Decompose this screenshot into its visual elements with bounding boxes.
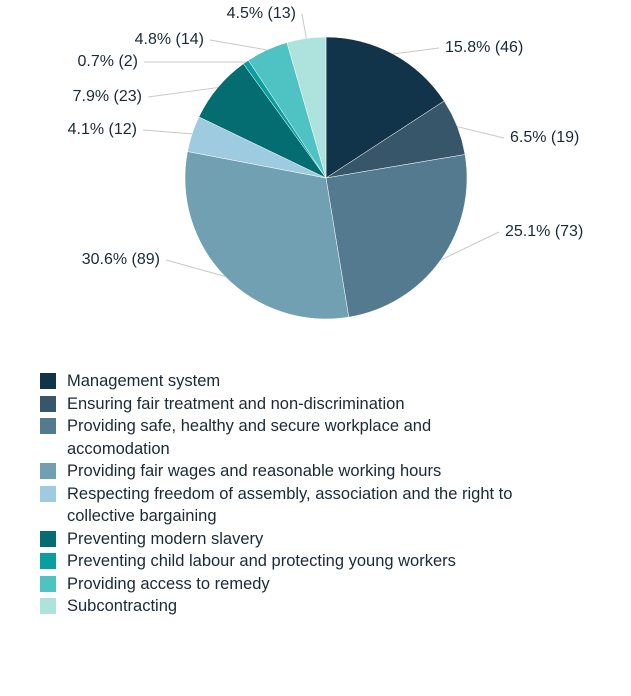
legend-swatch xyxy=(40,553,56,569)
legend: Management system Ensuring fair treatment… xyxy=(40,370,537,618)
chart: 15.8% (46) 6.5% (19) 25.1% (73) 30.6% (89) 4… xyxy=(68,5,583,320)
legend-swatch xyxy=(40,418,56,434)
legend-label: Management system xyxy=(67,372,221,390)
data-label: 7.9% (23) xyxy=(73,88,142,105)
legend-label: Providing safe, healthy and secure workp… xyxy=(67,417,432,458)
pie-slice xyxy=(325,154,468,318)
legend-label: Providing access to remedy xyxy=(67,574,270,593)
legend-swatch xyxy=(40,395,56,412)
leader-line xyxy=(142,129,193,135)
legend-label: Ensuring fair treatment and non-discrimi… xyxy=(67,394,405,413)
legend-label: Subcontracting xyxy=(67,597,178,615)
data-label: 4.8% (14) xyxy=(135,31,204,48)
legend-item: Providing access to remedy xyxy=(40,573,537,596)
legend-label: Providing fair wages and reasonable work… xyxy=(67,462,442,480)
leader-line xyxy=(301,13,307,39)
data-label: 25.1% (73) xyxy=(505,223,583,240)
legend-swatch xyxy=(40,575,56,592)
leader-line xyxy=(393,47,440,55)
pie-slice xyxy=(184,151,350,320)
legend-swatch xyxy=(40,485,56,502)
legend-swatch xyxy=(40,463,56,479)
legend-item: Providing safe, healthy and secure workp… xyxy=(40,415,537,460)
pie-slice xyxy=(325,36,445,179)
data-label: 0.7% (2) xyxy=(78,53,138,70)
legend-item: Preventing modern slavery xyxy=(40,528,537,551)
legend-item: Providing fair wages and reasonable work… xyxy=(40,460,537,483)
data-label: 4.1% (12) xyxy=(68,121,137,138)
legend-label: Preventing modern slavery xyxy=(67,529,264,548)
data-label: 15.8% (46) xyxy=(445,39,523,56)
legend-item: Ensuring fair treatment and non-discrimi… xyxy=(40,393,537,416)
legend-item: Preventing child labour and protecting y… xyxy=(40,550,537,573)
data-label: 30.6% (89) xyxy=(82,251,160,268)
legend-swatch xyxy=(40,598,56,614)
leader-line xyxy=(209,39,268,51)
leader-line xyxy=(165,259,226,277)
legend-item: Management system xyxy=(40,370,537,393)
leader-line xyxy=(440,231,500,261)
legend-item: Subcontracting xyxy=(40,595,537,618)
legend-label: Preventing child labour and protecting y… xyxy=(67,552,456,570)
legend-label: Respecting freedom of assembly, associat… xyxy=(67,484,513,526)
leader-line xyxy=(147,87,218,98)
legend-swatch xyxy=(40,530,56,547)
leader-line xyxy=(457,126,505,139)
legend-swatch xyxy=(40,373,56,389)
legend-item: Respecting freedom of assembly, associat… xyxy=(40,483,537,528)
data-label: 4.5% (13) xyxy=(227,5,296,22)
data-label: 6.5% (19) xyxy=(510,129,579,146)
